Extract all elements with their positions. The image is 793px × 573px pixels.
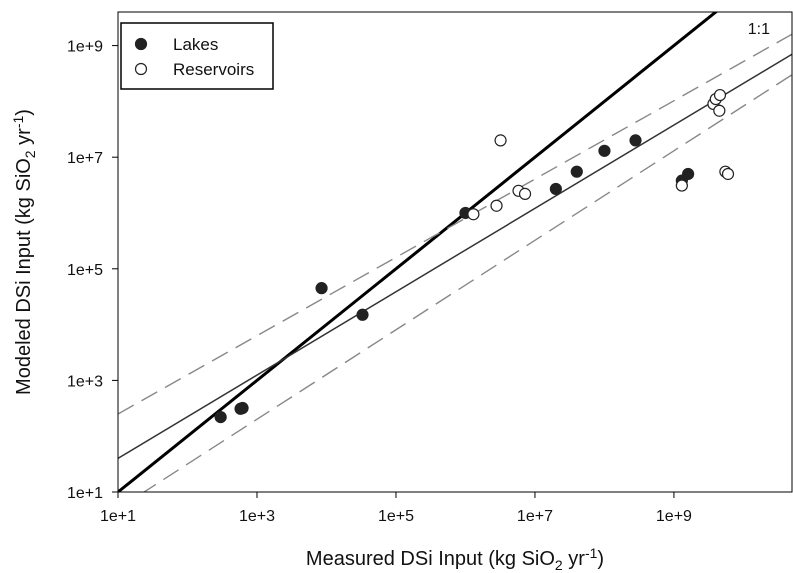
lake-point [356, 308, 369, 321]
lake-point [682, 167, 695, 181]
x-axis: 1e+1 1e+3 1e+5 1e+7 1e+9 [100, 492, 692, 525]
x-axis-label: Measured DSi Input (kg SiO2 yr-1) [306, 545, 604, 573]
legend: Lakes Reservoirs [120, 22, 274, 90]
lake-point [214, 410, 227, 424]
x-tick-label: 1e+9 [656, 508, 692, 525]
reservoir-point [675, 179, 688, 192]
legend-box [120, 22, 274, 90]
lake-point [598, 144, 611, 157]
reservoir-point [490, 199, 503, 212]
lake-point [570, 165, 583, 178]
y-axis-label: Modeled DSi Input (kg SiO2 yr-1) [10, 109, 38, 395]
reservoir-point [494, 134, 507, 147]
lake-point [236, 401, 249, 415]
y-tick-label: 1e+9 [67, 39, 103, 56]
y-tick-label: 1e+7 [67, 150, 103, 167]
x-tick-label: 1e+5 [378, 508, 414, 525]
reservoir-point [518, 187, 532, 200]
line-1-1 [118, 12, 719, 492]
y-tick-label: 1e+3 [67, 373, 103, 390]
legend-reservoirs-marker [134, 62, 148, 76]
plot-frame [117, 11, 793, 493]
data-points [214, 88, 735, 424]
legend-reservoirs-label: Reservoirs [173, 60, 254, 79]
x-tick-label: 1e+3 [239, 508, 275, 525]
reservoir-point [713, 104, 726, 117]
line-lower-bound [142, 74, 792, 492]
y-tick-label: 1e+5 [67, 262, 103, 279]
x-tick-label: 1e+1 [100, 508, 136, 525]
reservoir-point [721, 167, 735, 181]
line-upper-bound [118, 33, 792, 415]
y-axis: 1e+1 1e+3 1e+5 1e+7 1e+9 [67, 39, 118, 502]
lake-point [549, 182, 562, 196]
lake-point [629, 134, 642, 147]
reservoir-point [467, 208, 480, 221]
fit-lines [118, 12, 792, 492]
reservoir-point [713, 88, 727, 102]
line-regression [118, 53, 792, 460]
x-tick-label: 1e+7 [517, 508, 553, 525]
legend-lakes-label: Lakes [173, 35, 218, 54]
lake-point [315, 282, 328, 295]
legend-lakes-marker [134, 37, 148, 51]
one-to-one-label: 1:1 [748, 21, 770, 38]
y-tick-label: 1e+1 [67, 485, 103, 502]
